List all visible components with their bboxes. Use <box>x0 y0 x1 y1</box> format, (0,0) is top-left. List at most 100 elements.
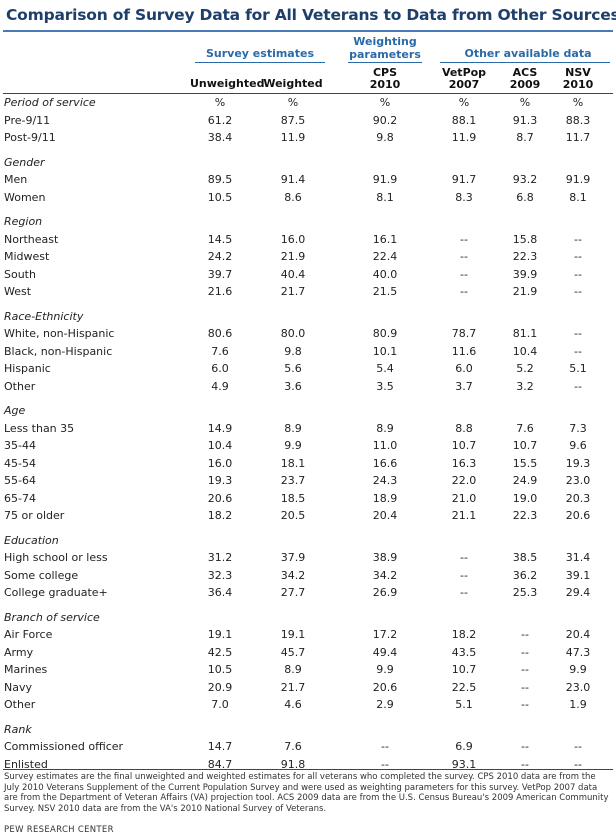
table-cell: 16.6 <box>372 456 398 470</box>
table-cell: 78.7 <box>451 327 477 340</box>
table-cell: 20.9 <box>207 680 233 694</box>
table-cell: 21.9 <box>280 250 306 263</box>
table-cell: 11.9 <box>280 131 306 144</box>
table-cell: -- <box>521 663 529 676</box>
table-row: Post-9/11 38.4 11.9 9.8 11.9 8.7 11.7 <box>0 129 616 146</box>
table-row: Pre-9/11 61.2 87.5 90.2 88.1 91.3 88.3 <box>0 112 616 129</box>
row-label: College graduate+ <box>4 586 108 599</box>
table-cell: 20.6 <box>207 491 233 505</box>
table-cell: -- <box>521 740 529 753</box>
column-header-line1: NSV <box>565 66 591 79</box>
row-label: West <box>4 285 32 298</box>
table-cell: % <box>458 96 470 109</box>
table-cell: 9.9 <box>569 663 587 676</box>
table-cell: 3.6 <box>284 379 302 393</box>
table-cell: % <box>214 96 226 109</box>
table-cell: 37.9 <box>280 551 306 564</box>
table-cell: 26.9 <box>372 586 398 599</box>
table-row: Army 42.5 45.7 49.4 43.5 -- 47.3 <box>0 644 616 661</box>
table-cell: 16.0 <box>207 456 233 470</box>
table-cell: 14.9 <box>207 421 233 435</box>
table-row: Midwest 24.2 21.9 22.4 -- 22.3 -- <box>0 248 616 265</box>
table-cell: 61.2 <box>207 113 233 127</box>
row-label: Other <box>4 379 36 393</box>
table-cell: 22.4 <box>372 250 398 263</box>
column-header: NSV 2010 <box>548 67 608 91</box>
table-cell: 18.1 <box>280 456 306 470</box>
section-label: Race-Ethnicity <box>4 309 84 323</box>
table-cell: 7.6 <box>516 421 534 435</box>
row-label: Northeast <box>4 232 59 246</box>
table-cell: 2.9 <box>376 698 394 711</box>
row-label: High school or less <box>4 551 108 564</box>
table-cell: 8.9 <box>284 663 302 676</box>
section-heading-row: Gender <box>0 154 616 171</box>
table-cell: 19.3 <box>565 456 591 470</box>
table-cell: -- <box>521 698 529 711</box>
table-cell: 9.8 <box>376 131 394 144</box>
row-label: Post-9/11 <box>4 131 56 144</box>
row-label: Men <box>4 173 28 186</box>
table-cell: 34.2 <box>372 568 398 582</box>
table-cell: 19.1 <box>207 628 233 641</box>
group-underline-weighting <box>348 62 422 63</box>
section-label: Region <box>4 215 43 228</box>
group-header-weighting: Weighting parameters <box>345 35 425 61</box>
table-cell: 20.6 <box>565 509 591 522</box>
table-row: Women 10.5 8.6 8.1 8.3 6.8 8.1 <box>0 189 616 206</box>
table-row: West 21.6 21.7 21.5 -- 21.9 -- <box>0 283 616 300</box>
table-cell: 8.1 <box>376 190 394 204</box>
table-cell: 34.2 <box>280 568 306 582</box>
table-cell: 45.7 <box>280 645 306 659</box>
table-cell: 11.6 <box>451 344 477 358</box>
table-cell: 91.4 <box>280 173 306 186</box>
table-cell: 9.8 <box>284 344 302 358</box>
table-cell: 6.8 <box>516 190 534 204</box>
table-cell: 8.7 <box>516 131 534 144</box>
footnote: Survey estimates are the final unweighte… <box>4 772 609 814</box>
table-cell: 8.9 <box>284 421 302 435</box>
column-header: Weighted <box>263 78 323 90</box>
table-cell: 7.6 <box>284 740 302 753</box>
table-cell: 49.4 <box>372 645 398 659</box>
table-cell: 23.0 <box>565 474 591 487</box>
table-cell: 5.2 <box>516 362 534 375</box>
row-label: 55-64 <box>4 474 36 487</box>
table-row: 55-64 19.3 23.7 24.3 22.0 24.9 23.0 <box>0 472 616 489</box>
table-cell: -- <box>521 680 529 694</box>
row-label: 65-74 <box>4 491 36 505</box>
section-label: Age <box>4 404 26 417</box>
table-cell: -- <box>460 232 468 246</box>
table-cell: 22.0 <box>451 474 477 487</box>
group-header-weighting-line1: Weighting <box>353 35 417 48</box>
table-cell: 17.2 <box>372 628 398 641</box>
table-cell: -- <box>574 327 582 340</box>
row-label: Some college <box>4 568 79 582</box>
table-row: Hispanic 6.0 5.6 5.4 6.0 5.2 5.1 <box>0 360 616 377</box>
row-label: Enlisted <box>4 757 48 771</box>
row-label: South <box>4 267 36 281</box>
table-cell: 21.1 <box>451 509 477 522</box>
section-heading-row: Branch of service <box>0 609 616 626</box>
table-cell: 43.5 <box>451 645 477 659</box>
title-divider <box>3 30 613 32</box>
table-cell: 81.1 <box>512 327 538 340</box>
table-cell: 10.7 <box>512 439 538 452</box>
section-heading-row: Period of service%%%%%% <box>0 94 616 111</box>
table-cell: -- <box>574 757 582 771</box>
table-cell: 18.2 <box>207 509 233 522</box>
table-cell: 84.7 <box>207 757 233 771</box>
group-header-other: Other available data <box>464 47 592 60</box>
table-cell: 14.5 <box>207 232 233 246</box>
table-cell: -- <box>460 551 468 564</box>
column-header-line1: VetPop <box>441 66 487 79</box>
section-heading-row: Race-Ethnicity <box>0 308 616 325</box>
table-cell: 31.4 <box>565 551 591 564</box>
table-cell: 23.7 <box>280 474 306 487</box>
table-cell: 10.1 <box>372 344 398 358</box>
table-row: Less than 35 14.9 8.9 8.9 8.8 7.6 7.3 <box>0 420 616 437</box>
table-cell: -- <box>460 285 468 298</box>
table-cell: 5.6 <box>284 362 302 375</box>
table-cell: 40.0 <box>372 267 398 281</box>
section-heading-row: Education <box>0 532 616 549</box>
